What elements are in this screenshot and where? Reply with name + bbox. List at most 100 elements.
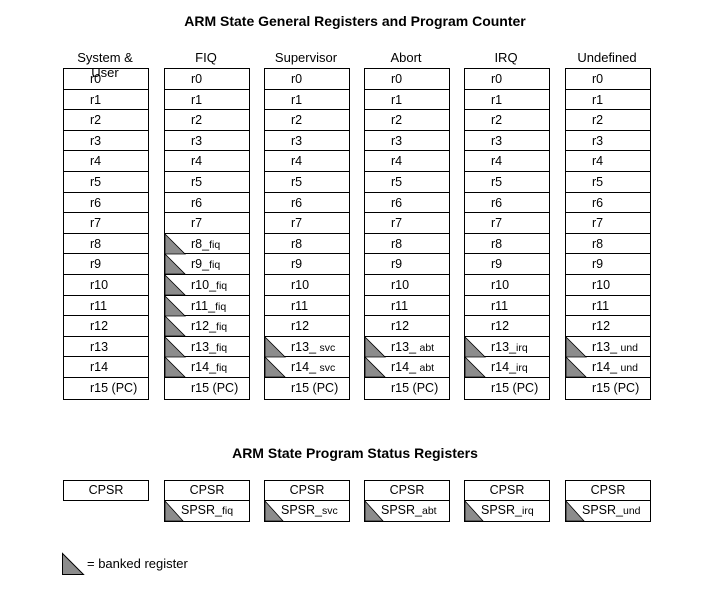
register-name: r14_ xyxy=(391,360,420,375)
spsr-name: SPSR_ xyxy=(582,503,623,517)
spsr-mode-suffix: abt xyxy=(422,505,437,517)
register-name: r3 xyxy=(191,133,203,148)
register-cell: r7 xyxy=(566,213,650,234)
spsr-name: SPSR_ xyxy=(381,503,422,517)
register-cell: r11 xyxy=(365,296,449,317)
banked-triangle-icon xyxy=(565,499,585,522)
register-name: r1 xyxy=(291,92,303,107)
register-cell: r1 xyxy=(365,90,449,111)
spsr-cell: SPSR_fiq xyxy=(164,499,250,522)
register-name: r0 xyxy=(391,72,403,86)
mode-header: Undefined xyxy=(577,50,637,65)
register-name: r10 xyxy=(90,277,109,292)
register-name: r2 xyxy=(90,113,102,128)
register-cell: r10 xyxy=(465,275,549,296)
register-cell: r6 xyxy=(365,193,449,214)
register-cell: r4 xyxy=(265,151,349,172)
banked-triangle-icon xyxy=(464,499,484,522)
register-cell: r7 xyxy=(165,213,249,234)
banked-register-cell: r13_fiq xyxy=(164,335,249,358)
spsr-name: SPSR_ xyxy=(281,503,322,517)
register-mode-suffix: und xyxy=(620,362,639,375)
register-cell: r9 xyxy=(365,254,449,275)
register-name: r15 (PC) xyxy=(291,380,339,395)
spsr-mode-suffix: fiq xyxy=(222,505,234,517)
register-name: r12 xyxy=(592,319,611,334)
register-column: r0 r1 r2 r3 r4 r5 r6 r7 r8_fiq r9_fiq r10_fiq r11_f… xyxy=(164,68,250,400)
register-name: r4 xyxy=(592,154,604,169)
banked-register-cell: r13_irq xyxy=(464,335,549,358)
banked-triangle-icon xyxy=(264,356,286,378)
banked-triangle-icon xyxy=(62,552,85,575)
spsr-cell: SPSR_und xyxy=(565,499,651,522)
register-name: r9 xyxy=(90,257,102,272)
register-name: r6 xyxy=(90,195,102,210)
register-cell: r11 xyxy=(566,296,650,317)
register-cell: r11 xyxy=(465,296,549,317)
register-name: r3 xyxy=(391,133,403,148)
register-name: r0 xyxy=(592,72,604,86)
register-name: r5 xyxy=(592,174,604,189)
banked-register-cell: r13_ abt xyxy=(364,335,449,358)
register-cell: r12 xyxy=(64,316,148,337)
register-mode-suffix: svc xyxy=(319,341,336,354)
banked-triangle-icon xyxy=(464,356,486,378)
register-cell: r3 xyxy=(365,131,449,152)
banked-triangle-icon xyxy=(164,356,186,378)
register-name: r15 (PC) xyxy=(90,380,138,395)
banked-triangle-icon xyxy=(164,232,186,255)
psr-group: CPSR SPSR_irq xyxy=(464,480,550,522)
register-name: r1 xyxy=(191,92,203,107)
register-name: r8 xyxy=(592,236,604,251)
register-cell: r8 xyxy=(265,234,349,255)
register-name: r1 xyxy=(90,92,102,107)
register-name: r14_ xyxy=(291,360,320,375)
spsr-mode-suffix: irq xyxy=(522,505,534,517)
register-cell: r12 xyxy=(566,316,650,337)
register-cell: r5 xyxy=(465,172,549,193)
register-cell: r0 xyxy=(165,69,249,90)
register-name: r13 xyxy=(90,339,109,354)
mode-header: Supervisor xyxy=(274,50,338,65)
register-cell: r9 xyxy=(566,254,650,275)
register-cell: r5 xyxy=(566,172,650,193)
register-name: r0 xyxy=(90,72,102,86)
register-name: r8 xyxy=(90,236,102,251)
register-name: r11 xyxy=(491,298,509,313)
banked-triangle-icon xyxy=(264,499,284,522)
register-cell: r0 xyxy=(365,69,449,90)
register-name: r12 xyxy=(491,319,510,334)
register-name: r15 (PC) xyxy=(391,380,439,395)
register-cell: r8 xyxy=(64,234,148,255)
register-name: r15 (PC) xyxy=(592,380,640,395)
register-mode-suffix: fiq xyxy=(209,238,221,251)
register-name: r10 xyxy=(592,277,611,292)
register-cell: r0 xyxy=(64,69,148,90)
banked-triangle-icon xyxy=(565,335,587,358)
register-cell: r5 xyxy=(165,172,249,193)
register-cell: r15 (PC) xyxy=(265,378,349,399)
register-name: r1 xyxy=(592,92,604,107)
banked-register-cell: r8_fiq xyxy=(164,232,249,255)
register-mode-suffix: svc xyxy=(319,362,336,375)
register-cell: r3 xyxy=(265,131,349,152)
register-name: r11 xyxy=(90,298,108,313)
banked-triangle-icon xyxy=(364,499,384,522)
register-name: r4 xyxy=(491,154,503,169)
banked-triangle-icon xyxy=(164,335,186,358)
register-mode-suffix: fiq xyxy=(216,321,228,334)
register-cell: r13 xyxy=(64,337,148,358)
banked-triangle-icon xyxy=(264,335,286,358)
register-name: r2 xyxy=(592,113,604,128)
banked-register-cell: r9_fiq xyxy=(164,253,249,275)
register-name: r6 xyxy=(191,195,203,210)
spsr-cell: SPSR_svc xyxy=(264,499,350,522)
spsr-mode-suffix: svc xyxy=(322,505,338,517)
banked-register-cell: r14_ und xyxy=(565,356,650,378)
banked-triangle-icon xyxy=(164,253,186,275)
mode-header: FIQ xyxy=(195,50,217,65)
register-name: r11 xyxy=(291,298,309,313)
register-name: r1 xyxy=(491,92,503,107)
cpsr-cell: CPSR xyxy=(565,480,651,501)
register-name: r4 xyxy=(90,154,102,169)
